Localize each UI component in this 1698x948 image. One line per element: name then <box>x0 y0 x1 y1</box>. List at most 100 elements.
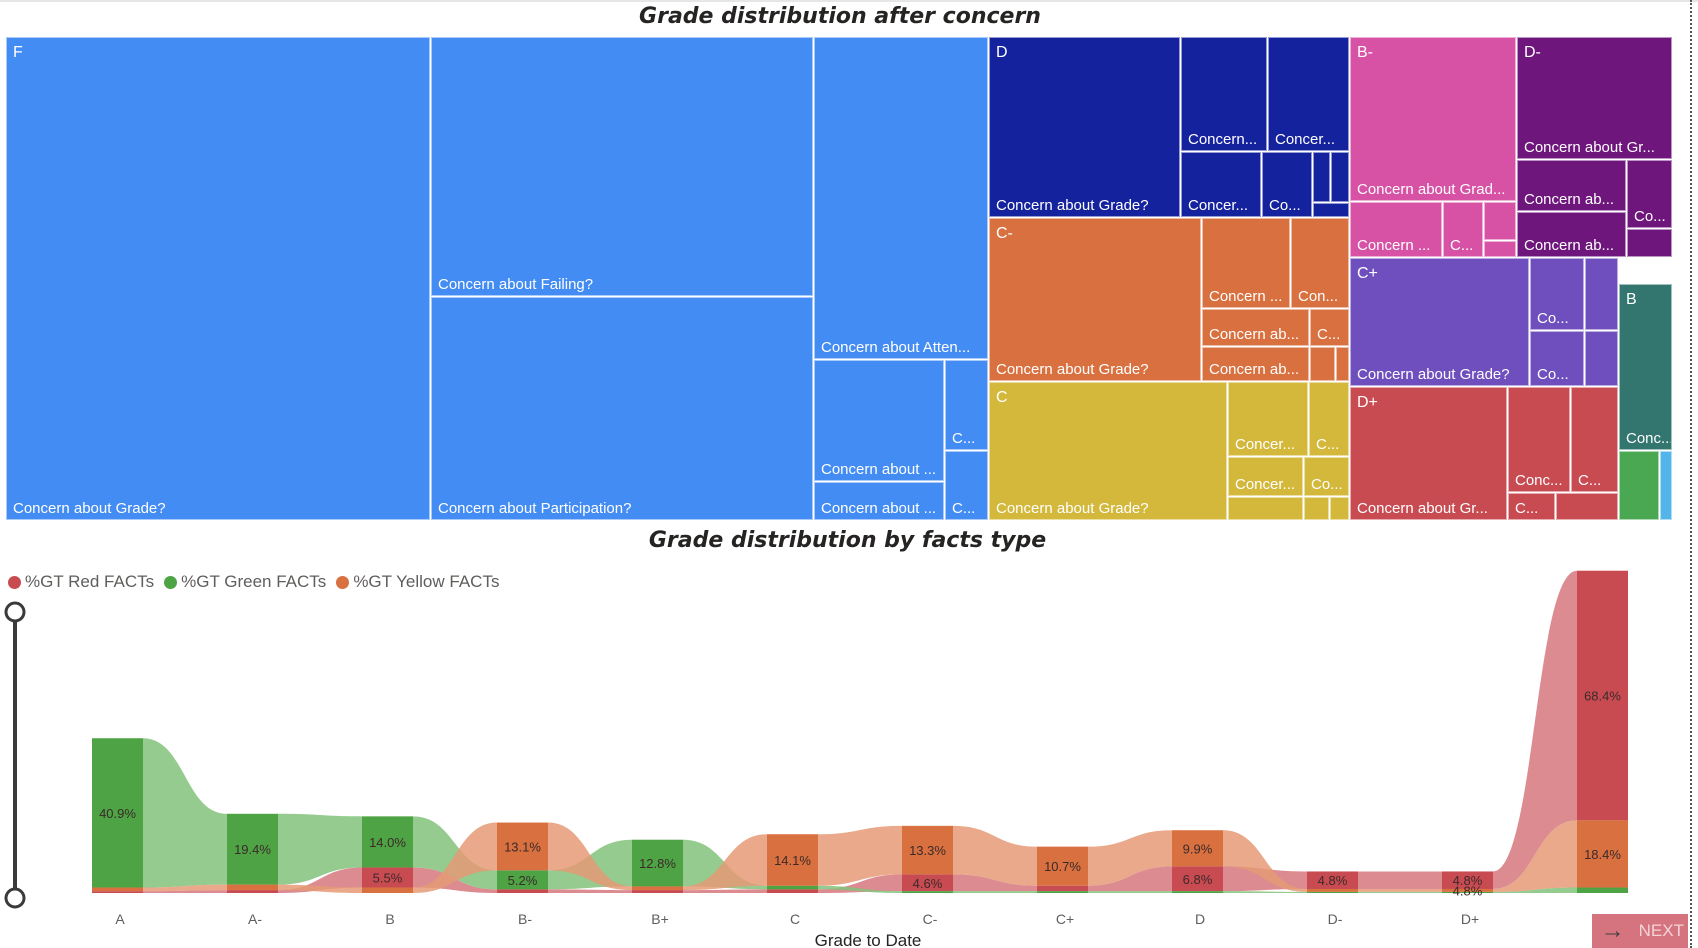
treemap-tile[interactable] <box>1619 451 1659 520</box>
ribbon-bar-segment[interactable] <box>227 890 278 893</box>
treemap-tile[interactable]: C... <box>1309 382 1349 456</box>
treemap-tile[interactable]: Concer... <box>1181 152 1261 217</box>
ribbon-bar-segment[interactable] <box>632 886 683 891</box>
treemap-tile[interactable]: D+ Concern about Gr... <box>1350 387 1507 520</box>
treemap-tile[interactable]: C Concern about Grade? <box>989 382 1227 520</box>
treemap-tile[interactable] <box>1313 152 1330 202</box>
ribbon-bar-segment[interactable] <box>92 887 143 892</box>
treemap-tile[interactable]: D- Concern about Gr... <box>1517 37 1672 159</box>
ribbon-bar-segment[interactable] <box>1577 570 1628 821</box>
treemap-tile[interactable]: Concern ab... <box>1202 309 1309 346</box>
treemap-tile[interactable]: Concern about ... <box>814 482 944 520</box>
treemap-tile[interactable]: Concern about Atten... <box>814 37 988 359</box>
treemap-tile[interactable]: Co... <box>1262 152 1312 217</box>
ribbon-bar-segment[interactable] <box>1172 891 1223 893</box>
treemap-tile[interactable]: Concern about Participation? <box>431 297 813 520</box>
treemap-tile[interactable] <box>1330 497 1349 520</box>
treemap-chart[interactable]: F Concern about Grade? Concern about Faili… <box>6 37 1672 520</box>
treemap-tile[interactable]: C... <box>1310 309 1349 346</box>
ribbon-bar-segment[interactable] <box>767 834 818 886</box>
treemap-tile-label: Concern ... <box>1209 288 1283 305</box>
treemap-tile[interactable]: D Concern about Grade? <box>989 37 1180 217</box>
treemap-tile[interactable] <box>1627 229 1672 257</box>
ribbon-bar-segment[interactable] <box>1172 866 1223 892</box>
ribbon-bar-segment[interactable] <box>92 738 143 888</box>
ribbon-bar-segment[interactable] <box>632 839 683 887</box>
treemap-tile[interactable]: Co... <box>1530 331 1584 386</box>
treemap-tile[interactable]: Concern about ... <box>814 360 944 481</box>
treemap-tile[interactable]: C... <box>1508 493 1555 520</box>
treemap-tile[interactable]: C+ Concern about Grade? <box>1350 258 1529 386</box>
treemap-tile[interactable]: F Concern about Grade? <box>6 37 430 520</box>
ribbon-bar-segment[interactable] <box>1442 891 1493 893</box>
ribbon-bar-segment[interactable] <box>362 816 413 868</box>
ribbon-bar-segment[interactable] <box>497 870 548 890</box>
ribbon-bar-segment[interactable] <box>497 822 548 871</box>
ribbon-bar-segment[interactable] <box>902 874 953 892</box>
treemap-tile[interactable] <box>1484 202 1516 240</box>
slider-bottom-handle[interactable] <box>4 887 26 909</box>
ribbon-bar-segment[interactable] <box>362 867 413 888</box>
treemap-tile[interactable]: Concern ... <box>1202 218 1290 308</box>
legend-item[interactable]: %GT Yellow FACTs <box>336 572 499 592</box>
treemap-tile[interactable] <box>1310 347 1335 381</box>
ribbon-bar-segment[interactable] <box>1577 887 1628 893</box>
ribbon-bar-segment[interactable] <box>1307 888 1358 892</box>
treemap-tile[interactable]: Co... <box>1627 160 1672 228</box>
treemap-tile[interactable]: Concern ab... <box>1517 160 1626 211</box>
ribbon-bar-segment[interactable] <box>902 825 953 875</box>
treemap-tile[interactable]: Co... <box>1304 457 1349 496</box>
ribbon-bar-segment[interactable] <box>227 884 278 891</box>
ribbon-bar-segment[interactable] <box>1307 891 1358 893</box>
ribbon-bar-segment[interactable] <box>1307 871 1358 889</box>
treemap-tile[interactable] <box>1228 497 1303 520</box>
treemap-tile[interactable] <box>1585 331 1618 386</box>
treemap-tile[interactable]: Concern ... <box>1350 202 1442 257</box>
ribbon-bar-segment[interactable] <box>902 891 953 893</box>
treemap-tile[interactable]: Concer... <box>1268 37 1349 151</box>
treemap-tile[interactable]: Concern ab... <box>1202 347 1309 381</box>
ribbon-bar-segment[interactable] <box>1577 820 1628 888</box>
treemap-tile[interactable]: C- Concern about Grade? <box>989 218 1201 381</box>
ribbon-bar-segment[interactable] <box>1037 846 1088 886</box>
treemap-tile[interactable] <box>1331 152 1349 202</box>
treemap-tile[interactable]: C... <box>1443 202 1483 257</box>
treemap-tile[interactable]: C... <box>945 360 988 450</box>
treemap-tile[interactable]: Con... <box>1291 218 1349 308</box>
treemap-tile[interactable]: B Conc... <box>1619 284 1672 450</box>
treemap-tile[interactable]: Concer... <box>1228 382 1308 456</box>
treemap-tile[interactable]: Conc... <box>1508 387 1570 492</box>
legend-item[interactable]: %GT Red FACTs <box>8 572 154 592</box>
treemap-tile[interactable] <box>1313 203 1349 217</box>
treemap-tile[interactable] <box>1304 497 1329 520</box>
treemap-tile[interactable]: Concern ab... <box>1517 212 1626 257</box>
ribbon-bar-segment[interactable] <box>227 813 278 885</box>
legend-item[interactable]: %GT Green FACTs <box>164 572 326 592</box>
treemap-tile[interactable]: C... <box>1571 387 1618 492</box>
ribbon-bar-segment[interactable] <box>1442 871 1493 889</box>
slider-top-handle[interactable] <box>4 601 26 623</box>
treemap-tile[interactable]: Concern about Failing? <box>431 37 813 296</box>
treemap-tile[interactable]: C... <box>945 451 988 520</box>
treemap-tile[interactable]: B- Concern about Grad... <box>1350 37 1516 201</box>
ribbon-bar-segment[interactable] <box>632 890 683 893</box>
treemap-tile[interactable] <box>1660 451 1672 520</box>
treemap-tile[interactable]: Concern... <box>1181 37 1267 151</box>
treemap-tile[interactable] <box>1556 493 1618 520</box>
treemap-tile[interactable]: Co... <box>1530 258 1584 330</box>
ribbon-bar-segment[interactable] <box>1442 888 1493 892</box>
treemap-tile[interactable] <box>1484 241 1516 257</box>
treemap-tile[interactable] <box>1336 347 1349 381</box>
next-button[interactable]: → NEXT <box>1592 914 1688 948</box>
ribbon-bar-segment[interactable] <box>362 887 413 893</box>
ribbon-bar-segment[interactable] <box>92 891 143 893</box>
ribbon-bar-segment[interactable] <box>767 889 818 893</box>
ribbon-bar-segment[interactable] <box>767 885 818 890</box>
ribbon-bar-segment[interactable] <box>1037 885 1088 892</box>
ribbon-bar-segment[interactable] <box>1037 891 1088 893</box>
ribbon-bar-segment[interactable] <box>1172 830 1223 867</box>
treemap-tile[interactable] <box>1585 258 1618 330</box>
ribbon-bar-segment[interactable] <box>497 889 548 893</box>
treemap-tile[interactable]: Concer... <box>1228 457 1303 496</box>
